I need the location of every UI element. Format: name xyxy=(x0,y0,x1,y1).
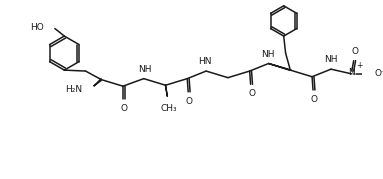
Text: NH: NH xyxy=(261,50,274,59)
Polygon shape xyxy=(268,64,291,70)
Text: HN: HN xyxy=(198,57,212,66)
Text: O: O xyxy=(311,95,318,104)
Text: NH: NH xyxy=(324,55,338,64)
Text: NH: NH xyxy=(138,65,151,74)
Polygon shape xyxy=(93,79,101,86)
Text: O: O xyxy=(248,89,255,98)
Text: N: N xyxy=(349,68,355,78)
Text: CH₃: CH₃ xyxy=(160,104,177,113)
Text: O: O xyxy=(120,104,128,113)
Text: O: O xyxy=(186,97,193,106)
Text: +: + xyxy=(357,61,363,70)
Polygon shape xyxy=(165,84,167,97)
Text: O: O xyxy=(351,47,358,56)
Text: H₂N: H₂N xyxy=(65,84,82,93)
Text: O⁻: O⁻ xyxy=(375,69,383,78)
Text: HO: HO xyxy=(30,23,44,32)
